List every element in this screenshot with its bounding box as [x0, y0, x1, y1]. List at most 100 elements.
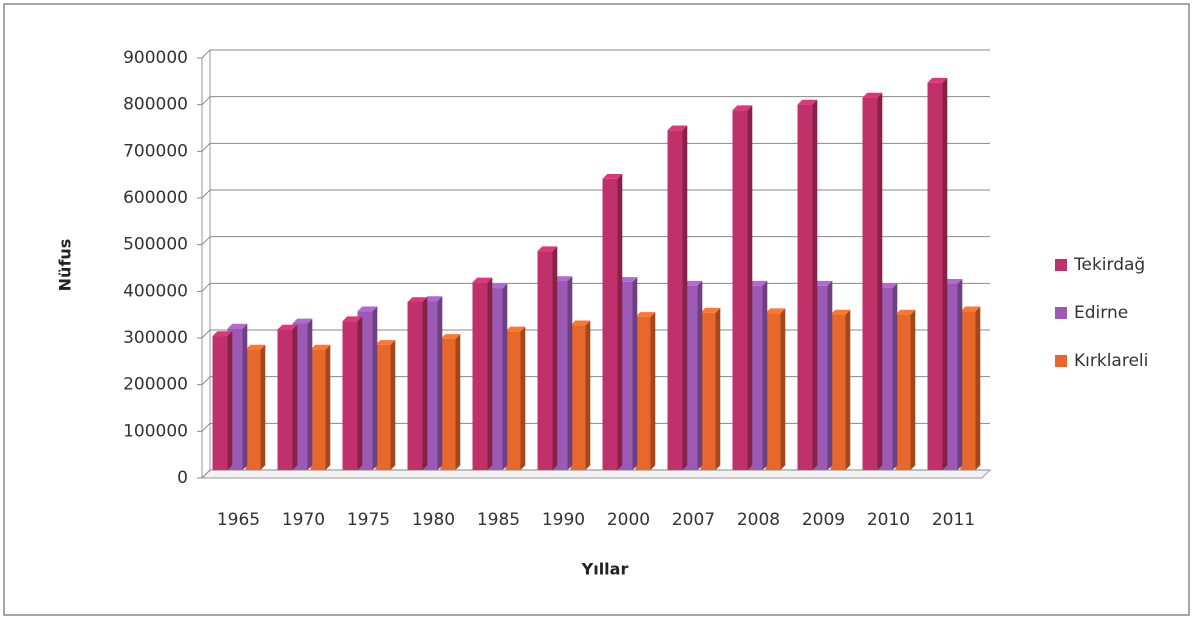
bar-side	[567, 276, 573, 470]
bar-top	[700, 307, 721, 313]
bar-top	[960, 306, 981, 312]
grid-line-side	[201, 469, 211, 479]
bar	[895, 314, 911, 470]
grid-line-side	[201, 376, 211, 386]
bar	[342, 321, 358, 470]
bar-top	[732, 105, 753, 111]
bar-top	[602, 174, 623, 179]
bar-top	[765, 308, 786, 314]
bar-top	[212, 331, 233, 337]
bar	[732, 110, 748, 470]
bar	[667, 130, 683, 470]
y-tick-label: 700000	[123, 141, 188, 161]
y-tick-label: 0	[177, 468, 188, 488]
bar-side	[975, 306, 981, 470]
bar	[797, 104, 813, 470]
bar-side	[390, 340, 396, 470]
y-tick-label: 500000	[123, 235, 188, 255]
bar-side	[307, 318, 313, 470]
bar-top	[357, 306, 378, 312]
bar	[245, 349, 261, 470]
bar-top	[292, 318, 313, 324]
legend-swatch	[1055, 259, 1067, 271]
bar-side	[827, 280, 833, 470]
y-tick-label: 100000	[123, 421, 188, 441]
bar-side	[957, 279, 963, 470]
bar-side	[242, 323, 248, 470]
bar-top	[877, 283, 898, 288]
bar-top	[682, 280, 703, 286]
bar-top	[440, 334, 461, 339]
bar-side	[845, 309, 851, 470]
x-tick-label: 2000	[607, 510, 650, 530]
bar-side	[260, 344, 266, 470]
bar-side	[812, 99, 818, 471]
bar	[862, 97, 878, 470]
bar-top	[487, 283, 508, 289]
grid-line-side	[201, 142, 211, 152]
y-tick-label: 200000	[123, 375, 188, 395]
y-axis-label: Nüfus	[56, 239, 75, 292]
legend-swatch	[1055, 355, 1067, 367]
grid-line-side	[201, 236, 211, 246]
bar	[375, 344, 391, 470]
grid-line-side	[201, 49, 211, 59]
legend-label: Edirne	[1074, 303, 1128, 323]
bar	[570, 325, 586, 470]
floor	[200, 469, 992, 479]
bar-top	[830, 309, 851, 315]
bar	[440, 338, 456, 470]
bar	[700, 312, 716, 470]
bar-top	[342, 316, 363, 322]
bar	[472, 282, 488, 470]
bar-side	[910, 309, 916, 470]
grid-line-side	[201, 422, 211, 432]
bar-top	[552, 276, 573, 281]
bar	[505, 331, 521, 470]
x-tick-label: 1970	[282, 510, 325, 530]
bar-side	[372, 306, 378, 470]
x-tick-label: 2008	[737, 510, 780, 530]
bar	[960, 311, 976, 470]
bar-side	[697, 280, 703, 470]
y-tick-label: 400000	[123, 281, 188, 301]
y-tick-label: 800000	[123, 95, 188, 115]
bar-top	[310, 344, 331, 350]
bar-side	[292, 324, 298, 470]
bar	[537, 251, 553, 470]
bar-side	[780, 308, 786, 470]
bar-top	[227, 323, 248, 329]
bar-top	[747, 280, 768, 286]
x-tick-label: 2007	[672, 510, 715, 530]
bar	[212, 336, 228, 470]
x-tick-label: 1975	[347, 510, 390, 530]
grid-line-side	[201, 189, 211, 199]
bar-top	[895, 309, 916, 315]
bar-side	[650, 312, 656, 470]
bar-side	[357, 316, 363, 470]
bar-side	[892, 283, 898, 470]
grid-line-side	[201, 96, 211, 106]
bar-side	[520, 326, 526, 470]
x-tick-label: 2009	[802, 510, 845, 530]
y-tick-label: 300000	[123, 328, 188, 348]
legend-swatch	[1055, 307, 1067, 319]
x-tick-label: 1980	[412, 510, 455, 530]
bar-side	[762, 280, 768, 470]
x-axis-label: Yıllar	[581, 560, 629, 579]
grid-line-side	[201, 329, 211, 339]
bar-top	[797, 99, 818, 105]
legend-label: Tekirdağ	[1073, 255, 1145, 275]
bar-side	[632, 277, 638, 470]
x-tick-label: 2011	[932, 510, 975, 530]
bar-top	[537, 246, 558, 252]
x-tick-label: 1990	[542, 510, 585, 530]
bar-top	[667, 125, 688, 131]
bar-top	[245, 344, 266, 350]
bar-top	[927, 77, 948, 83]
bar-side	[552, 246, 558, 470]
bar-side	[877, 92, 883, 471]
bar-side	[502, 283, 508, 470]
